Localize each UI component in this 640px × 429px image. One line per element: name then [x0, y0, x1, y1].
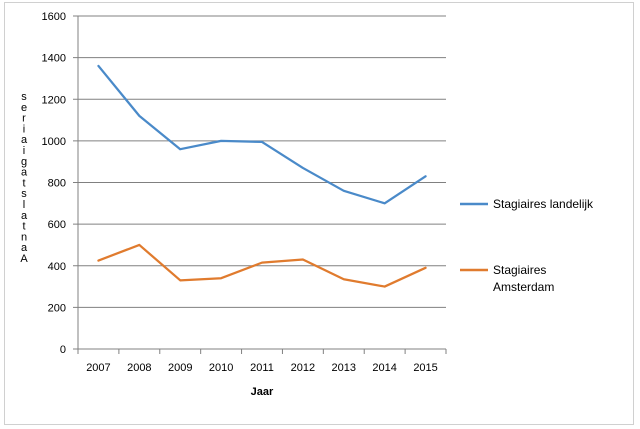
- y-tick-label: 200: [48, 302, 66, 314]
- series-lines: [97, 64, 427, 288]
- y-tick-label: 800: [48, 178, 66, 190]
- y-tick-label: 400: [48, 261, 66, 273]
- x-tick-label: 2008: [127, 362, 151, 374]
- y-tick-label: 1200: [42, 94, 66, 106]
- x-tick-label: 2010: [209, 362, 233, 374]
- series-line-0: [97, 64, 427, 205]
- x-tick-label: 2014: [372, 362, 396, 374]
- x-tick-label: 2012: [291, 362, 315, 374]
- y-tick-label: 0: [60, 344, 66, 356]
- x-axis-title: Jaar: [251, 386, 274, 398]
- x-axis: 2007 2008 2009 2010 2011 2012 2013 2014 2015: [77, 348, 447, 374]
- x-tick-label: 2009: [168, 362, 192, 374]
- series-line-1: [97, 243, 427, 288]
- y-tick-label: 600: [48, 219, 66, 231]
- y-axis: 0 200 400 600 800 1000 1200 1400 1600: [42, 11, 79, 356]
- y-tick-label: 1000: [42, 136, 66, 148]
- x-tick-label: 2013: [332, 362, 356, 374]
- legend-label-1: Stagiaires Amsterdam: [493, 263, 554, 294]
- x-tick-label: 2007: [86, 362, 110, 374]
- legend-label-0: Stagiaires landelijk: [493, 197, 594, 211]
- x-tick-label: 2011: [250, 362, 274, 374]
- x-tick-label: 2015: [413, 362, 437, 374]
- y-tick-label: 1600: [42, 11, 66, 23]
- chart-frame: [4, 2, 634, 425]
- legend: Stagiaires landelijk Stagiaires Amsterdam: [460, 197, 594, 294]
- y-tick-label: 1400: [42, 53, 66, 65]
